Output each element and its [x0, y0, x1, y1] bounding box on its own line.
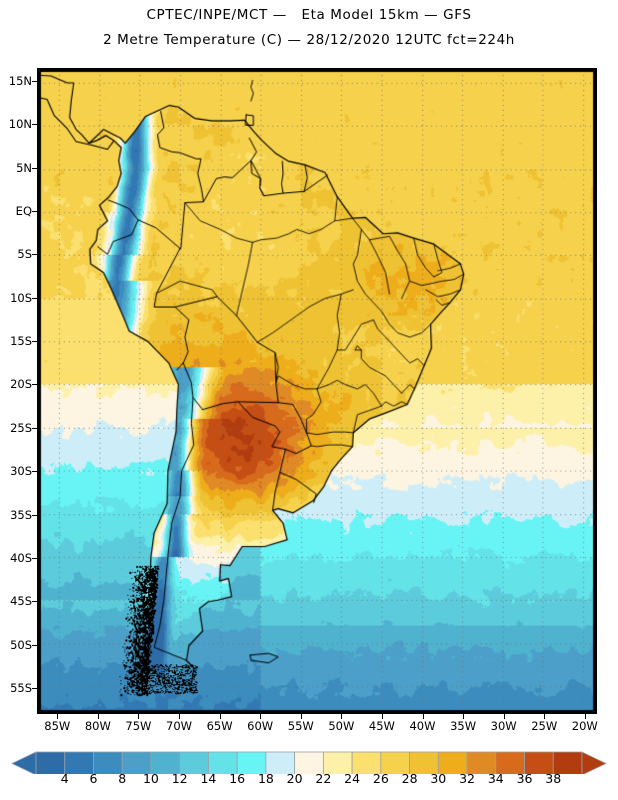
longitude-tick-label: 80W	[81, 719, 115, 733]
latitude-tick-label: EQ	[0, 204, 32, 218]
longitude-tick-label: 85W	[40, 719, 74, 733]
colorbar-tick-label: 14	[193, 771, 223, 786]
colorbar-tick-label: 12	[165, 771, 195, 786]
longitude-tick-label: 50W	[324, 719, 358, 733]
temperature-field-canvas	[39, 70, 595, 712]
latitude-tick-label: 25S	[0, 421, 32, 435]
longitude-tick-label: 70W	[162, 719, 196, 733]
temperature-map-plot	[37, 68, 597, 714]
colorbar-swatches	[0, 744, 618, 774]
longitude-tick-mark	[544, 714, 545, 719]
longitude-tick-label: 35W	[446, 719, 480, 733]
colorbar-tick-label: 34	[481, 771, 511, 786]
longitude-tick-mark	[341, 714, 342, 719]
colorbar-tick-label: 30	[423, 771, 453, 786]
latitude-tick-label: 20S	[0, 377, 32, 391]
latitude-tick-label: 15N	[0, 74, 32, 88]
latitude-tick-label: 10S	[0, 291, 32, 305]
latitude-tick-label: 55S	[0, 681, 32, 695]
longitude-tick-label: 40W	[406, 719, 440, 733]
colorbar-tick-label: 24	[337, 771, 367, 786]
longitude-tick-mark	[463, 714, 464, 719]
colorbar-tick-label: 36	[510, 771, 540, 786]
latitude-tick-label: 5S	[0, 247, 32, 261]
latitude-tick-label: 50S	[0, 638, 32, 652]
longitude-tick-mark	[585, 714, 586, 719]
colorbar-tick-label: 32	[452, 771, 482, 786]
chart-title-line-1: CPTEC/INPE/MCT — Eta Model 15km — GFS	[0, 7, 618, 23]
longitude-tick-mark	[220, 714, 221, 719]
longitude-tick-mark	[57, 714, 58, 719]
longitude-tick-mark	[382, 714, 383, 719]
longitude-tick-label: 55W	[284, 719, 318, 733]
longitude-tick-mark	[260, 714, 261, 719]
latitude-tick-label: 15S	[0, 334, 32, 348]
longitude-tick-mark	[98, 714, 99, 719]
colorbar-tick-label: 10	[136, 771, 166, 786]
colorbar-tick-label: 26	[366, 771, 396, 786]
longitude-tick-label: 75W	[121, 719, 155, 733]
colorbar-tick-label: 18	[251, 771, 281, 786]
colorbar-tick-label: 28	[395, 771, 425, 786]
colorbar-under-arrow	[12, 752, 36, 774]
colorbar-tick-label: 4	[50, 771, 80, 786]
colorbar-tick-label: 8	[107, 771, 137, 786]
temperature-colorbar: 4 6 8 10 12 14 16 18 20 22 24 26 28 30 32 34 36 38	[0, 744, 618, 800]
longitude-tick-mark	[423, 714, 424, 719]
longitude-tick-label: 30W	[487, 719, 521, 733]
chart-header: CPTEC/INPE/MCT — Eta Model 15km — GFS 2 …	[0, 0, 618, 48]
longitude-tick-label: 45W	[365, 719, 399, 733]
latitude-tick-label: 40S	[0, 551, 32, 565]
longitude-tick-mark	[179, 714, 180, 719]
longitude-tick-mark	[138, 714, 139, 719]
latitude-tick-label: 10N	[0, 117, 32, 131]
colorbar-tick-label: 16	[222, 771, 252, 786]
colorbar-tick-label: 6	[78, 771, 108, 786]
longitude-tick-label: 65W	[203, 719, 237, 733]
longitude-tick-mark	[504, 714, 505, 719]
latitude-tick-label: 35S	[0, 508, 32, 522]
colorbar-tick-label: 20	[280, 771, 310, 786]
longitude-tick-label: 60W	[243, 719, 277, 733]
longitude-tick-mark	[301, 714, 302, 719]
longitude-tick-label: 25W	[527, 719, 561, 733]
colorbar-tick-label: 38	[538, 771, 568, 786]
chart-title-line-2: 2 Metre Temperature (C) — 28/12/2020 12U…	[0, 32, 618, 48]
latitude-tick-label: 45S	[0, 594, 32, 608]
colorbar-over-arrow	[582, 752, 606, 774]
latitude-tick-label: 30S	[0, 464, 32, 478]
latitude-tick-label: 5N	[0, 161, 32, 175]
colorbar-tick-label: 22	[308, 771, 338, 786]
longitude-tick-label: 20W	[568, 719, 602, 733]
